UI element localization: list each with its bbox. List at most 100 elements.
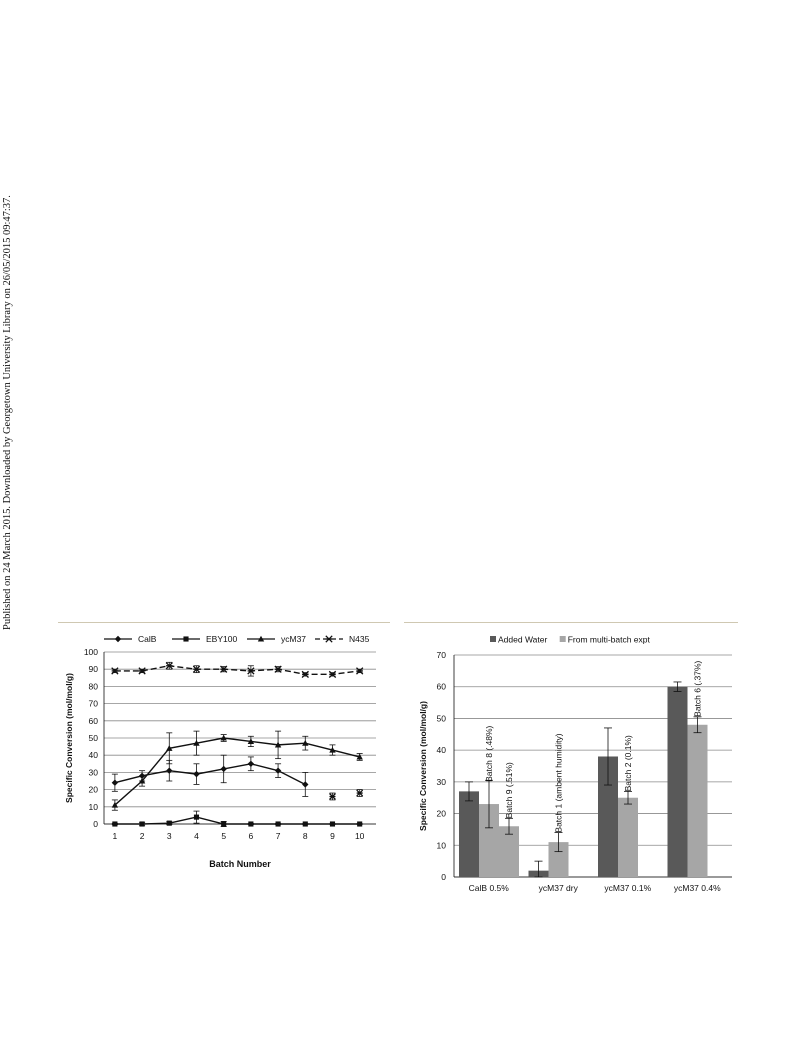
data-point (356, 789, 364, 797)
data-point-CalB (220, 765, 227, 773)
data-point-CalB (111, 779, 119, 786)
bar-From multi-batch expt (548, 842, 569, 877)
legend-label: ycM37 (281, 634, 306, 644)
x-tick-label: 10 (355, 831, 365, 841)
y-tick-label: 0 (93, 819, 98, 829)
data-point-ycM37 (274, 741, 282, 748)
data-point-ycM37 (356, 753, 363, 760)
data-point-EBY100 (302, 821, 308, 827)
y-tick-label: 20 (89, 785, 99, 795)
data-point-EBY100 (329, 821, 336, 827)
x-tick-label: 3 (167, 831, 172, 841)
bar-From multi-batch expt (687, 724, 708, 877)
data-point-ycM37 (193, 739, 200, 746)
download-notice: Published on 24 March 2015. Downloaded b… (2, 195, 13, 630)
legend-label: EBY100 (206, 634, 237, 644)
y-axis-title: Specific Conversion (mol/mol/g) (64, 673, 74, 803)
data-point-EBY100 (221, 821, 227, 827)
x-tick-label: ycM37 dry (539, 883, 579, 893)
y-tick-label: 10 (437, 840, 447, 850)
data-point-ycM37 (138, 777, 146, 784)
bar-From multi-batch expt (479, 804, 499, 877)
data-point-EBY100 (275, 821, 281, 827)
legend-marker (325, 635, 333, 643)
x-tick-label: 9 (330, 831, 335, 841)
data-point-EBY100 (193, 814, 200, 820)
bar-Added Water (459, 791, 479, 877)
y-tick-label: 60 (89, 716, 99, 726)
x-tick-label: 8 (303, 831, 308, 841)
data-point-ycM37 (247, 738, 255, 744)
y-tick-label: 70 (437, 650, 447, 660)
y-tick-label: 20 (437, 809, 447, 819)
x-tick-label: 4 (194, 831, 199, 841)
bar-Added Water (598, 756, 618, 877)
bar-annotation: Batch 8 (.48%) (484, 725, 494, 781)
legend-swatch (490, 636, 496, 642)
divider-left (58, 622, 390, 623)
data-point-CalB (274, 767, 282, 774)
series-line-ycM37 (114, 737, 360, 806)
x-tick-label: 2 (140, 831, 145, 841)
legend-marker (183, 636, 189, 642)
y-tick-label: 100 (84, 647, 98, 657)
x-axis-title: Batch Number (209, 859, 271, 869)
data-point-N435 (274, 665, 282, 673)
bar-Added Water (667, 686, 688, 877)
x-tick-label: 1 (113, 831, 118, 841)
data-point-CalB (193, 770, 200, 778)
bar-chart: 0 10 20 30 40 50 60 70 Specific Conversion (mol/… (418, 635, 732, 893)
x-tick-label: 6 (249, 831, 254, 841)
data-point-N435 (165, 662, 173, 670)
data-point-ycM37 (166, 745, 173, 751)
data-point-EBY100 (112, 821, 118, 827)
legend-label: N435 (349, 634, 370, 644)
legend-label: Added Water (498, 635, 547, 645)
x-tick-label: CalB 0.5% (469, 883, 510, 893)
legend-label: From multi-batch expt (568, 635, 651, 645)
bar-annotation: Batch 2 (0.1%) (623, 735, 633, 791)
y-tick-label: 40 (89, 750, 99, 760)
legend-label: CalB (138, 634, 157, 644)
data-point-ycM37 (302, 739, 309, 746)
data-point-N435 (356, 667, 364, 675)
y-tick-label: 90 (89, 664, 99, 674)
data-point-N435 (301, 670, 309, 679)
data-point-N435 (328, 670, 337, 679)
data-point (329, 793, 336, 800)
data-point-N435 (111, 667, 119, 675)
y-tick-label: 80 (89, 681, 99, 691)
data-point-N435 (192, 665, 201, 673)
y-tick-label: 0 (441, 872, 446, 882)
data-point-N435 (220, 665, 228, 673)
data-point-ycM37 (329, 746, 336, 753)
data-point-EBY100 (139, 821, 145, 827)
series-line-EBY100 (114, 816, 360, 825)
y-tick-label: 60 (437, 682, 447, 692)
data-point-ycM37 (220, 734, 227, 741)
x-tick-label: 5 (221, 831, 226, 841)
y-tick-label: 50 (437, 713, 447, 723)
bar-extra (499, 826, 519, 877)
bar-From multi-batch expt (618, 797, 638, 877)
y-tick-label: 30 (89, 767, 99, 777)
data-point-EBY100 (166, 820, 172, 826)
y-tick-label: 70 (89, 699, 99, 709)
y-axis-title: Specific Conversion (mol/mol/g) (418, 701, 428, 831)
legend-marker (257, 635, 265, 642)
bar-annotation: Batch 1 (ambent humidity) (554, 733, 564, 832)
data-point-CalB (166, 767, 173, 774)
bar-annotation: Batch 9 (.51%) (504, 762, 514, 818)
x-tick-label: ycM37 0.1% (604, 883, 651, 893)
y-tick-label: 10 (89, 802, 99, 812)
data-point-EBY100 (248, 821, 254, 827)
legend-swatch (559, 636, 566, 642)
y-tick-label: 30 (437, 777, 447, 787)
legend-marker (114, 635, 122, 643)
series-line-N435 (114, 665, 360, 676)
y-tick-label: 40 (437, 745, 447, 755)
x-tick-label: ycM37 0.4% (674, 883, 721, 893)
data-point-N435 (247, 667, 255, 675)
y-tick-label: 50 (89, 733, 99, 743)
divider-right (404, 622, 738, 623)
